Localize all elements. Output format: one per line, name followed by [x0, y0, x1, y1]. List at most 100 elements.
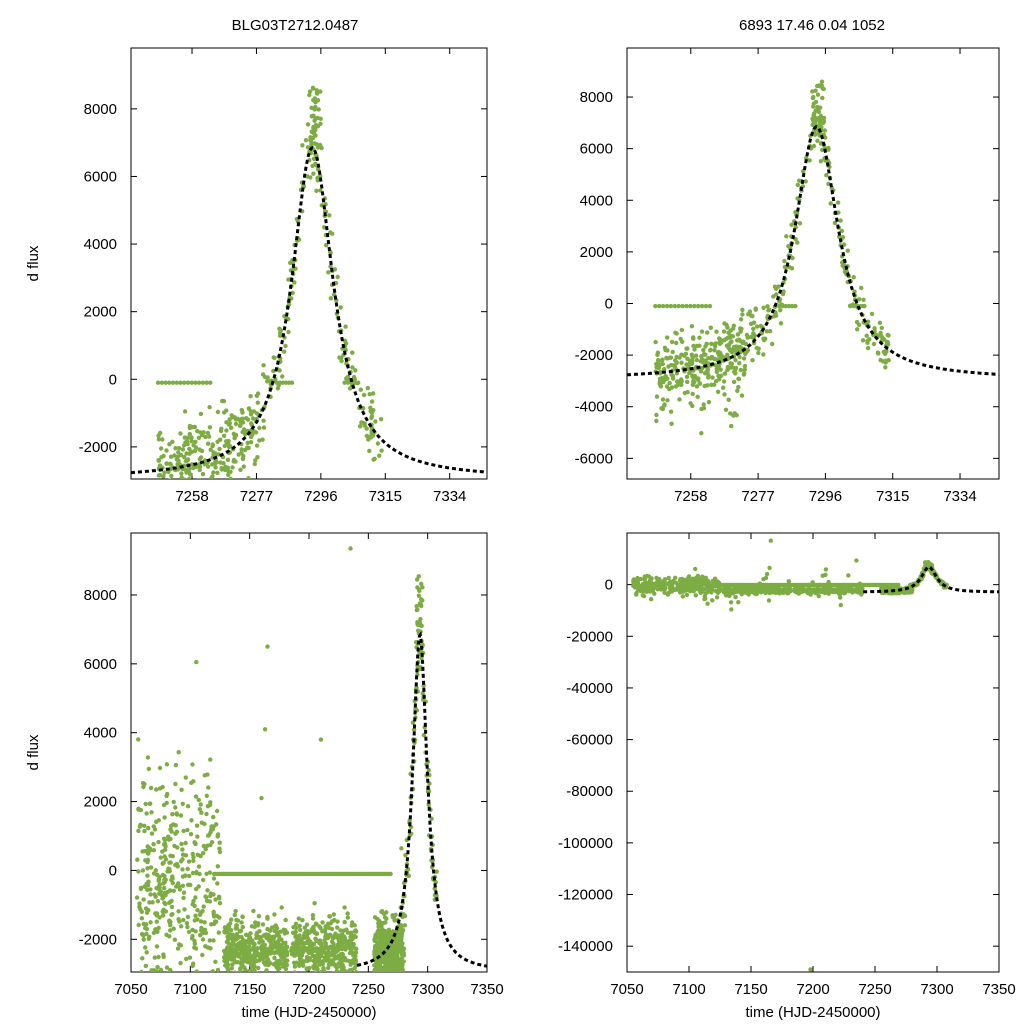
data-point: [838, 218, 843, 223]
data-point: [142, 823, 147, 828]
data-point: [332, 267, 338, 272]
data-point: [265, 916, 270, 921]
data-point: [280, 374, 285, 379]
data-point: [369, 415, 374, 421]
data-point: [722, 338, 727, 343]
data-point: [698, 369, 704, 374]
data-point: [335, 919, 340, 924]
data-point: [417, 601, 423, 606]
data-point: [338, 305, 343, 310]
data-points: [134, 546, 439, 1018]
data-point: [192, 840, 197, 845]
data-point: [222, 443, 227, 449]
data-point: [780, 291, 786, 297]
data-point: [416, 587, 422, 592]
data-point: [761, 305, 766, 310]
data-point: [307, 975, 311, 979]
data-point: [845, 248, 850, 253]
data-point: [756, 350, 761, 356]
data-point: [290, 260, 295, 266]
data-point: [780, 303, 785, 309]
data-point: [318, 925, 323, 931]
data-point: [157, 882, 162, 887]
data-point: [739, 393, 745, 398]
data-point: [238, 423, 243, 428]
data-point: [334, 965, 339, 970]
data-point: [335, 274, 340, 280]
data-point: [721, 329, 727, 334]
data-point: [680, 594, 685, 599]
data-point: [654, 418, 659, 424]
data-point: [325, 952, 330, 958]
data-point: [186, 506, 190, 510]
data-point: [188, 1014, 192, 1018]
data-point: [793, 303, 798, 309]
data-point: [715, 590, 721, 595]
model-curve: [863, 565, 999, 594]
data-point: [232, 415, 237, 420]
data-point: [332, 947, 337, 952]
data-point: [714, 595, 720, 600]
data-point: [765, 304, 770, 309]
data-point: [646, 574, 652, 579]
data-point: [289, 945, 295, 951]
data-point: [782, 588, 787, 593]
data-point: [732, 365, 737, 371]
data-point: [261, 425, 267, 430]
data-point: [314, 970, 319, 972]
data-point: [228, 476, 233, 479]
data-point: [691, 336, 696, 341]
data-point: [167, 869, 172, 874]
data-point: [240, 420, 246, 425]
data-point: [433, 879, 438, 885]
data-point: [822, 128, 827, 133]
data-point: [686, 574, 691, 580]
data-point: [208, 893, 213, 899]
data-point: [717, 340, 722, 345]
data-point: [215, 409, 221, 415]
data-point: [712, 348, 717, 353]
data-point: [307, 946, 312, 952]
data-point: [217, 849, 223, 855]
data-point: [314, 188, 319, 193]
data-point: [247, 951, 252, 956]
data-point: [662, 402, 667, 407]
data-point: [207, 938, 212, 943]
data-point: [662, 377, 667, 383]
data-point: [306, 929, 311, 934]
data-point: [795, 240, 800, 245]
data-point: [266, 958, 271, 963]
x-tick-label: 7315: [876, 488, 909, 505]
data-point: [156, 954, 161, 960]
data-point: [208, 476, 214, 479]
data-point: [353, 969, 359, 972]
data-point: [842, 242, 847, 247]
data-point: [231, 431, 236, 437]
data-point: [204, 380, 209, 385]
data-point: [327, 976, 331, 980]
data-point: [728, 361, 733, 366]
data-point: [149, 831, 155, 836]
data-point: [410, 720, 416, 725]
data-point: [213, 465, 218, 470]
data-point: [144, 950, 149, 955]
data-point: [237, 929, 243, 934]
data-point: [174, 861, 180, 867]
data-point: [742, 363, 748, 369]
data-point: [201, 430, 206, 435]
data-point: [662, 367, 667, 372]
data-point: [659, 406, 664, 411]
data-point: [336, 938, 341, 943]
data-point: [155, 380, 161, 385]
data-point: [230, 950, 235, 956]
data-point: [169, 912, 174, 917]
data-point: [796, 591, 801, 596]
data-point: [733, 358, 738, 363]
data-point: [259, 795, 264, 801]
data-point: [684, 303, 689, 309]
data-point: [301, 975, 305, 979]
data-point: [173, 823, 178, 828]
data-point: [170, 439, 175, 444]
data-point: [179, 841, 184, 847]
